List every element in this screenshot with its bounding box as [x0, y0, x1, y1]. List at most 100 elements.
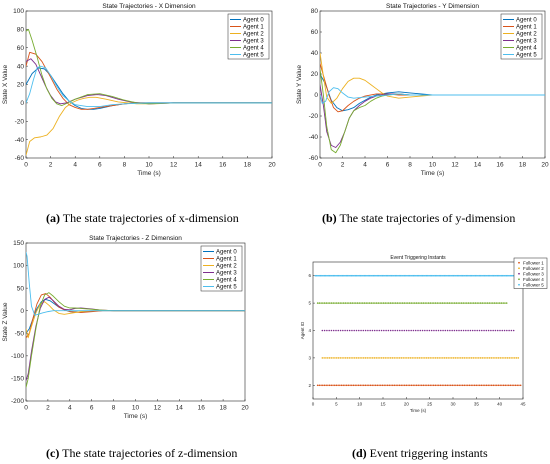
- chart-panel-x: State Trajectories - X Dimension 0 2 4 6 8 10 1…: [0, 0, 276, 200]
- x-tick-label: 18: [519, 162, 527, 169]
- event-point: [498, 302, 501, 304]
- event-point: [323, 274, 326, 277]
- event-point: [444, 274, 447, 277]
- event-point: [341, 302, 343, 304]
- event-point: [384, 274, 386, 277]
- x-tick-label: 4: [68, 405, 72, 412]
- event-point: [379, 302, 381, 304]
- event-point: [426, 274, 429, 277]
- event-point: [407, 302, 409, 304]
- x-tick-label: 8: [112, 405, 116, 412]
- event-point: [428, 274, 430, 277]
- event-point: [446, 329, 449, 332]
- event-point: [322, 302, 324, 304]
- event-point: [402, 357, 405, 359]
- event-point: [453, 384, 455, 387]
- event-point: [485, 384, 488, 387]
- event-point: [502, 302, 504, 304]
- event-point: [391, 357, 394, 359]
- event-point: [419, 274, 421, 277]
- x-tick-label: 12: [154, 405, 162, 412]
- event-point: [383, 384, 385, 387]
- event-point: [465, 384, 467, 387]
- event-point: [368, 302, 371, 304]
- event-point: [356, 384, 358, 387]
- event-point: [376, 384, 379, 387]
- event-point: [497, 302, 499, 304]
- x-tick-label: 18: [219, 405, 227, 412]
- event-point: [494, 384, 496, 387]
- event-point: [430, 329, 433, 332]
- event-point: [415, 384, 418, 387]
- event-point: [474, 302, 477, 304]
- x-tick-label: 14: [195, 162, 203, 169]
- event-point: [414, 384, 416, 387]
- event-point: [363, 274, 366, 277]
- event-point: [420, 384, 423, 387]
- event-point: [348, 302, 350, 304]
- event-point: [382, 357, 385, 359]
- event-point: [357, 274, 359, 277]
- y-tick-label: -40: [309, 134, 319, 141]
- event-point: [371, 329, 374, 332]
- x-axis-label-a: Time (s): [137, 170, 161, 177]
- event-point: [333, 274, 336, 277]
- legend-box: [200, 245, 243, 292]
- event-point: [506, 329, 508, 332]
- event-point: [385, 384, 387, 387]
- event-point: [505, 302, 508, 304]
- event-point: [330, 329, 333, 332]
- event-point: [441, 302, 444, 304]
- event-point: [449, 384, 452, 387]
- event-point: [491, 274, 494, 277]
- series-line-agent-5: [26, 251, 245, 316]
- legend-swatch: [518, 278, 520, 281]
- x-tick-label: 45: [520, 402, 526, 407]
- event-point: [463, 274, 465, 277]
- event-point: [408, 274, 411, 277]
- event-point: [467, 302, 470, 304]
- event-point: [332, 274, 335, 277]
- legend-label: Agent 0: [243, 18, 264, 24]
- event-point: [483, 274, 486, 277]
- event-point: [433, 329, 435, 332]
- event-point: [385, 329, 387, 332]
- event-point: [492, 329, 494, 332]
- legend-label: Agent 1: [243, 25, 264, 31]
- event-point: [355, 302, 357, 304]
- event-point: [460, 302, 463, 304]
- x-axis-label-b: Time (s): [421, 170, 445, 177]
- legend-label: Agent 4: [516, 46, 537, 52]
- event-point: [485, 329, 488, 332]
- event-point: [339, 384, 341, 387]
- event-point: [422, 302, 425, 304]
- event-point: [434, 384, 437, 387]
- event-point: [421, 274, 424, 277]
- event-point: [474, 274, 477, 277]
- event-point: [372, 302, 374, 304]
- series-line-agent-5: [26, 65, 272, 107]
- event-point: [388, 357, 390, 359]
- event-point: [350, 274, 353, 277]
- event-point: [504, 302, 506, 304]
- event-point: [472, 274, 474, 277]
- event-point: [392, 329, 394, 332]
- x-tick-label: 10: [132, 405, 140, 412]
- event-point: [506, 357, 509, 359]
- event-point: [409, 357, 412, 359]
- x-tick-label: 8: [408, 162, 412, 169]
- legend-swatch: [518, 272, 520, 275]
- event-point: [381, 384, 384, 387]
- event-point: [435, 329, 438, 332]
- event-point: [474, 329, 476, 332]
- event-point: [327, 302, 329, 304]
- chart-title-c: State Trajectories - Z Dimension: [89, 235, 182, 242]
- event-point: [418, 357, 421, 359]
- chart-panel-z: State Trajectories - Z Dimension 0 2 4 6 8 10 1…: [0, 232, 275, 432]
- event-point: [471, 329, 474, 332]
- y-tick-label: 40: [311, 50, 319, 57]
- legend-label: Agent 0: [516, 18, 537, 24]
- event-point: [437, 329, 440, 332]
- event-point: [426, 384, 428, 387]
- y-tick-label: 2: [308, 383, 311, 388]
